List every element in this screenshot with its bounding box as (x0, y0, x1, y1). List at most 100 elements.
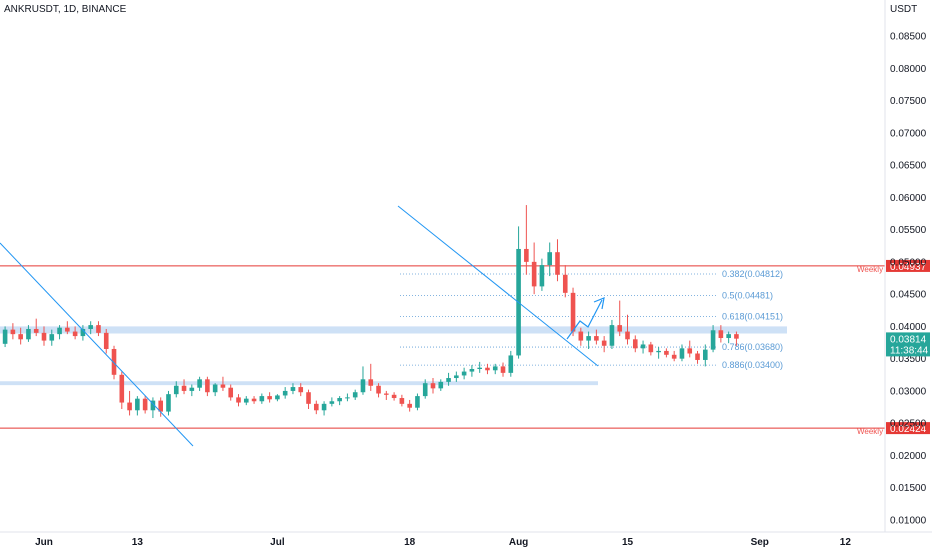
candle-body (438, 381, 444, 389)
candle-body (734, 334, 739, 339)
candle-body (181, 385, 187, 391)
y-tick-label: 0.03000 (890, 386, 927, 397)
x-tick-label: 13 (132, 537, 144, 548)
candle-body (119, 374, 125, 403)
candle-body (640, 344, 646, 349)
candle-body (243, 398, 249, 403)
candle-body (625, 331, 630, 340)
candle-body (500, 366, 506, 373)
candle-body (687, 348, 693, 354)
x-tick-label: Jul (270, 537, 285, 548)
candle-body (632, 339, 638, 349)
candle-body (695, 353, 700, 360)
y-tick-label: 0.08000 (890, 64, 927, 75)
candle-body (57, 327, 62, 335)
candle-body (454, 375, 459, 379)
zone-layer (0, 326, 787, 386)
candle-body (562, 274, 568, 293)
downtrend-line-left (0, 242, 194, 447)
price-tag (886, 259, 930, 272)
candle-body (314, 403, 319, 411)
level-layer: Weekly 0.04937 Weekly 0.02424 0.382(0.04812)… (0, 259, 930, 436)
candle-body (710, 330, 716, 350)
candle-body (220, 384, 226, 388)
candle-body (469, 368, 475, 372)
candle-body (578, 331, 584, 341)
candle-body (555, 252, 560, 275)
candle-body (321, 403, 327, 411)
candle-body (26, 328, 31, 340)
candle-body (391, 394, 397, 399)
drawing-layer (0, 205, 605, 447)
fib-level-label: 0.5(0.04481) (722, 290, 773, 300)
y-tick-label: 0.01000 (890, 516, 927, 527)
y-tick-label: 0.07000 (890, 128, 927, 139)
y-tick-label: 0.03500 (890, 354, 927, 365)
candle-body (228, 387, 234, 398)
current-price-countdown: 11:38:44 (890, 345, 929, 356)
candle-body (570, 292, 576, 332)
price-tag-value: 0.04937 (890, 262, 927, 273)
candle-body (609, 325, 615, 346)
y-tick-label: 0.08500 (890, 32, 927, 43)
candle-body (173, 385, 179, 395)
y-tick-label: 0.05000 (890, 257, 927, 268)
candle-body (135, 398, 140, 411)
candle-body (384, 393, 389, 395)
candle-body (430, 383, 436, 389)
support-resistance-zone (0, 381, 598, 386)
fib-level-label: 0.618(0.04151) (722, 312, 783, 322)
x-tick-label: 18 (404, 537, 416, 548)
candle-body (345, 397, 350, 399)
candle-body (656, 350, 661, 353)
downtrend-line-right (397, 205, 599, 367)
candle-body (671, 354, 677, 359)
candle-body (158, 400, 163, 412)
candle-body (197, 379, 202, 388)
candle-body (415, 396, 420, 408)
weekly-level-label: Weekly (857, 265, 883, 274)
candle-body (259, 396, 265, 402)
candle-body (329, 401, 335, 404)
candle-body (446, 378, 451, 382)
candle-body (360, 379, 366, 393)
x-tick-label: Jun (35, 537, 53, 548)
y-tick-label: 0.06000 (890, 193, 927, 204)
x-tick-label: 15 (622, 537, 634, 548)
candle-body (290, 387, 296, 391)
candle-body (189, 387, 195, 391)
candle-body (298, 387, 304, 393)
y-axis-unit: USDT (890, 4, 918, 15)
candle-body (236, 397, 241, 403)
candle-body (718, 330, 724, 339)
candle-body (205, 379, 210, 393)
candle-body (485, 367, 490, 371)
chart-title: ANKRUSDT, 1D, BINANCE (4, 4, 127, 15)
candle-body (617, 325, 623, 332)
candle-body (65, 327, 70, 332)
price-tag (886, 422, 930, 435)
candle-body (142, 398, 148, 411)
fib-level-label: 0.886(0.03400) (722, 360, 783, 370)
candle-body (679, 348, 685, 359)
candle-body (275, 395, 280, 400)
candle-body (531, 261, 537, 287)
y-tick-label: 0.04000 (890, 322, 927, 333)
candle-body (111, 348, 117, 375)
candle-body (49, 334, 55, 341)
candle-body (88, 325, 93, 329)
price-tag-value: 0.02424 (890, 424, 927, 435)
candle-body (586, 336, 591, 341)
x-tick-label: Aug (509, 537, 528, 548)
candle-body (267, 396, 272, 400)
y-tick-label: 0.06500 (890, 161, 927, 172)
candle-body (703, 349, 708, 360)
candle-body (103, 332, 109, 349)
candle-body (376, 385, 381, 394)
candle-body (539, 265, 545, 287)
y-tick-label: 0.02000 (890, 451, 927, 462)
current-price-tag (886, 332, 930, 357)
candle-body (368, 379, 374, 386)
